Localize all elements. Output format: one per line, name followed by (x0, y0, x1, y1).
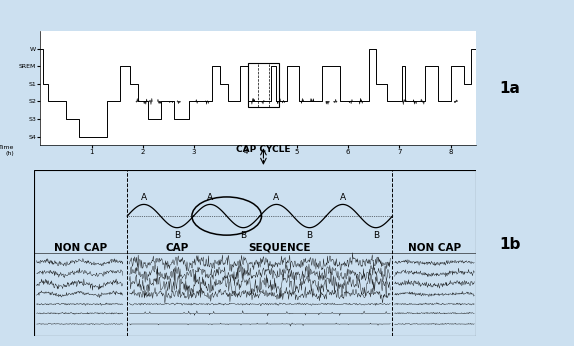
Text: 1a: 1a (499, 81, 520, 96)
Text: B: B (307, 231, 313, 240)
Text: B: B (240, 231, 246, 240)
Text: A: A (340, 193, 346, 202)
Text: A: A (273, 193, 280, 202)
Text: B: B (174, 231, 180, 240)
Bar (248, 63, 279, 107)
Text: B: B (373, 231, 379, 240)
Text: A: A (207, 193, 213, 202)
Text: 1b: 1b (499, 237, 521, 252)
Text: SEQUENCE: SEQUENCE (249, 243, 311, 253)
Text: A: A (141, 193, 147, 202)
Text: NON CAP: NON CAP (55, 243, 107, 253)
Text: CAP: CAP (165, 243, 189, 253)
Text: CAP CYCLE: CAP CYCLE (236, 145, 290, 154)
Text: Time
(h): Time (h) (0, 145, 14, 156)
Text: NON CAP: NON CAP (408, 243, 461, 253)
